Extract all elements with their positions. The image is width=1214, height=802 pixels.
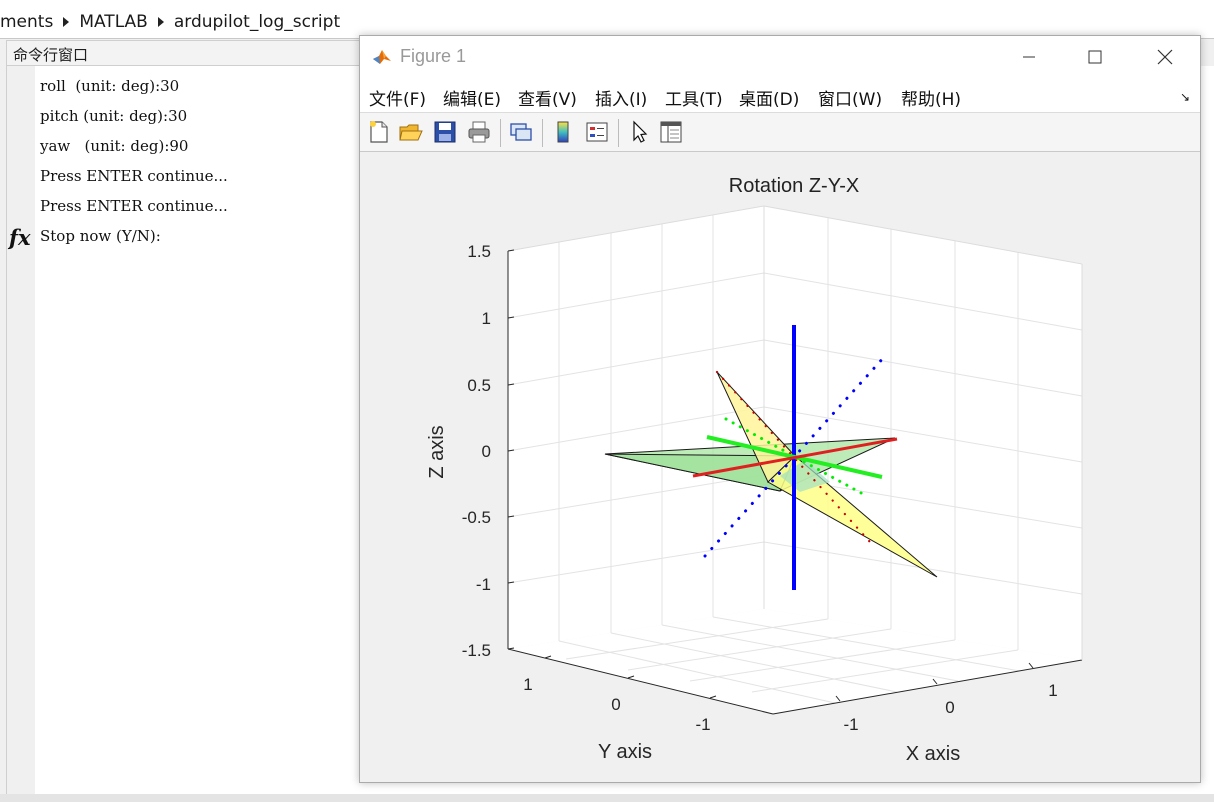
new-figure-icon[interactable]: [366, 119, 392, 145]
axes-grid: [507, 206, 1083, 714]
figure-titlebar[interactable]: Figure 1: [360, 36, 1200, 78]
command-output-line: yaw (unit: deg):90: [40, 137, 189, 155]
z-tick-label: -1.5: [462, 641, 491, 660]
figure-menubar: 文件(F) 编辑(E) 查看(V) 插入(I) 工具(T) 桌面(D) 窗口(W…: [360, 78, 1200, 112]
menu-insert[interactable]: 插入(I): [595, 90, 648, 110]
y-tick-label: 1: [523, 675, 532, 694]
reference-x-axis-dotted: [715, 370, 872, 544]
pointer-icon[interactable]: [626, 119, 652, 145]
status-bar: [0, 794, 1214, 802]
chart-title: Rotation Z-Y-X: [729, 175, 859, 197]
reference-y-axis-dotted: [724, 417, 865, 496]
y-axis-label: Y axis: [598, 741, 652, 763]
breadcrumb-item-documents[interactable]: ments: [0, 12, 54, 32]
fx-prompt-icon[interactable]: fx: [9, 225, 31, 250]
z-tick-label: -1: [476, 575, 491, 594]
command-window-header[interactable]: 命令行窗口: [6, 40, 366, 66]
dock-arrow-icon[interactable]: ↘: [1180, 90, 1191, 104]
x-axis-line: [692, 437, 898, 478]
print-icon[interactable]: [466, 119, 492, 145]
property-editor-icon[interactable]: [658, 119, 684, 145]
y-ticks: 1 0 -1: [523, 655, 717, 734]
breadcrumb-item-matlab[interactable]: MATLAB: [79, 12, 148, 32]
matlab-logo-icon: [373, 50, 391, 64]
open-folder-icon[interactable]: [398, 119, 424, 145]
x-ticks: -1 0 1: [835, 662, 1058, 734]
toolbar-separator: [618, 119, 619, 147]
command-prompt-input[interactable]: Stop now (Y/N):: [40, 227, 161, 245]
toolbar-separator: [542, 119, 543, 147]
breadcrumb-item-folder[interactable]: ardupilot_log_script: [173, 12, 341, 32]
menu-file[interactable]: 文件(F): [369, 90, 427, 110]
breadcrumb-arrow-icon[interactable]: [63, 17, 70, 27]
z-tick-label: 0: [482, 442, 491, 461]
command-window-gutter: [7, 66, 35, 794]
breadcrumb-arrow-icon[interactable]: [157, 17, 164, 27]
menu-view[interactable]: 查看(V): [518, 90, 577, 110]
save-icon[interactable]: [432, 119, 458, 145]
menu-help[interactable]: 帮助(H): [901, 90, 962, 110]
reference-axes-dotted: [703, 354, 887, 558]
command-window-title: 命令行窗口: [13, 46, 89, 64]
legend-icon[interactable]: [584, 119, 610, 145]
figure-title: Figure 1: [400, 46, 467, 66]
minimize-icon[interactable]: [1006, 42, 1052, 72]
command-output-line: roll (unit: deg):30: [40, 77, 180, 95]
plot-canvas[interactable]: Rotation Z-Y-X: [360, 152, 1200, 782]
colorbar-icon[interactable]: [550, 119, 576, 145]
command-output-line: Press ENTER continue...: [40, 197, 228, 215]
rotated-axes-solid: [692, 325, 898, 590]
x-tick-label: 1: [1048, 681, 1057, 700]
z-ticks: 1.5 1 0.5 0 -0.5 -1 -1.5: [462, 242, 515, 660]
figure-window[interactable]: Figure 1 文件(F) 编辑(E) 查看(V) 插入(I) 工具(T) 桌…: [359, 35, 1201, 783]
breadcrumb: ments MATLAB ardupilot_log_script: [0, 6, 1214, 39]
menu-window[interactable]: 窗口(W): [818, 90, 883, 110]
z-tick-label: 1: [482, 309, 491, 328]
menu-edit[interactable]: 编辑(E): [443, 90, 502, 110]
menu-desktop[interactable]: 桌面(D): [739, 90, 800, 110]
z-tick-label: 1.5: [467, 242, 491, 261]
link-icon[interactable]: [508, 119, 534, 145]
z-tick-label: 0.5: [467, 376, 491, 395]
command-output-line: pitch (unit: deg):30: [40, 107, 188, 125]
y-tick-label: -1: [695, 715, 710, 734]
x-axis-label: X axis: [906, 743, 960, 765]
command-output-line: Press ENTER continue...: [40, 167, 228, 185]
x-tick-label: 0: [945, 698, 954, 717]
maximize-icon[interactable]: [1072, 42, 1118, 72]
x-tick-label: -1: [843, 715, 858, 734]
menu-tools[interactable]: 工具(T): [665, 90, 723, 110]
toolbar-separator: [500, 119, 501, 147]
y-tick-label: 0: [611, 695, 620, 714]
z-tick-label: -0.5: [462, 508, 491, 527]
close-icon[interactable]: [1142, 42, 1188, 72]
figure-toolbar: [360, 112, 1200, 152]
z-axis-label: Z axis: [426, 425, 448, 478]
